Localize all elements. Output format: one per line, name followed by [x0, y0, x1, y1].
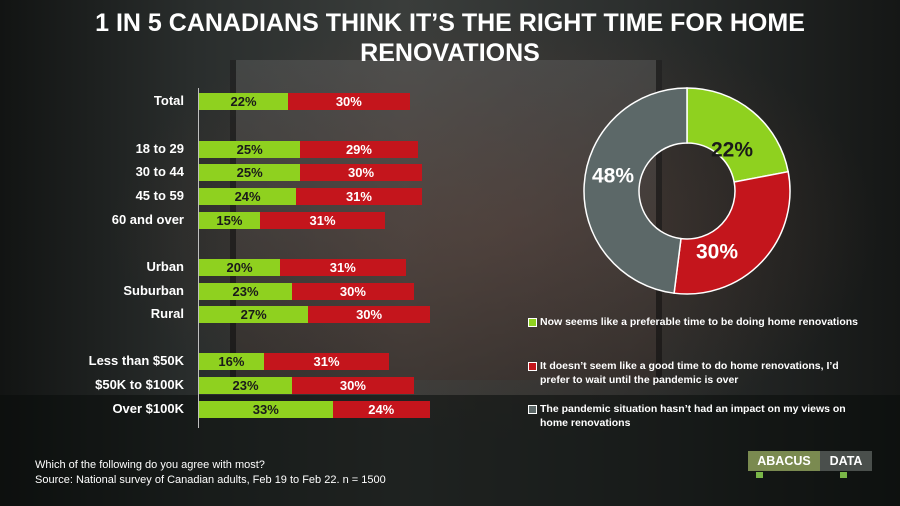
category-label: $50K to $100K — [95, 377, 184, 392]
bar-segment-preferable: 25% — [199, 164, 301, 181]
legend-swatch-grey — [528, 405, 537, 414]
legend-swatch-green — [528, 318, 537, 327]
bar-value-label: 24% — [368, 402, 395, 417]
bar-axis-line — [198, 88, 199, 428]
bar-segment-preferable: 25% — [199, 141, 301, 158]
footnote-source: Source: National survey of Canadian adul… — [35, 474, 386, 486]
bar-value-label: 16% — [218, 354, 245, 369]
category-label: Over $100K — [112, 401, 184, 416]
logo-mark — [756, 472, 763, 478]
category-label: Total — [153, 93, 184, 108]
bar-value-label: 30% — [335, 94, 362, 109]
background-sill — [0, 395, 900, 506]
bar-value-label: 25% — [236, 142, 263, 157]
category-label: Urban — [146, 259, 184, 274]
category-label: 30 to 44 — [135, 164, 184, 179]
bar-value-label: 24% — [234, 189, 261, 204]
bar-segment-wait: 29% — [300, 141, 418, 158]
bar-segment-wait: 31% — [280, 259, 406, 276]
bar-segment-wait: 30% — [292, 377, 414, 394]
bar-value-label: 23% — [232, 378, 259, 393]
category-label: Rural — [150, 306, 184, 321]
bar-segment-wait: 31% — [263, 353, 390, 370]
legend-text: The pandemic situation hasn’t had an imp… — [540, 403, 846, 429]
bar-value-label: 31% — [329, 260, 356, 275]
donut-slice-label: 22% — [711, 139, 753, 162]
donut-chart: 22% 30% 48% — [583, 87, 791, 295]
category-label: Suburban — [123, 283, 184, 298]
bar-value-label: 30% — [356, 307, 383, 322]
bar-value-label: 31% — [313, 354, 340, 369]
bar-segment-wait: 30% — [308, 306, 430, 323]
bar-value-label: 22% — [230, 94, 257, 109]
bar-value-label: 27% — [240, 307, 267, 322]
logo-word-data: DATA — [820, 451, 872, 471]
bar-segment-wait: 30% — [292, 283, 414, 300]
category-label: 60 and over — [111, 212, 184, 227]
bar-segment-preferable: 27% — [199, 306, 309, 323]
category-label: Less than $50K — [88, 353, 184, 368]
legend-swatch-red — [528, 362, 537, 371]
legend-text: Now seems like a preferable time to be d… — [540, 316, 858, 328]
bar-value-label: 33% — [252, 402, 279, 417]
bar-value-label: 29% — [345, 142, 372, 157]
bar-segment-preferable: 23% — [199, 377, 293, 394]
donut-slice-label: 30% — [696, 241, 738, 264]
bar-value-label: 30% — [339, 378, 366, 393]
bar-value-label: 31% — [345, 189, 372, 204]
bar-segment-preferable: 24% — [199, 188, 297, 205]
bar-segment-preferable: 22% — [199, 93, 289, 110]
bar-segment-wait: 31% — [296, 188, 422, 205]
donut-slice — [686, 87, 790, 183]
bar-segment-wait: 31% — [259, 212, 386, 229]
bar-value-label: 15% — [216, 213, 243, 228]
donut-slice-label: 48% — [592, 165, 634, 188]
bar-value-label: 20% — [226, 260, 253, 275]
footnote: Which of the following do you agree with… — [35, 458, 386, 488]
bar-value-label: 25% — [236, 165, 263, 180]
bar-segment-preferable: 20% — [199, 259, 280, 276]
bar-value-label: 31% — [309, 213, 336, 228]
logo-mark — [840, 472, 847, 478]
bar-segment-wait: 30% — [288, 93, 410, 110]
donut-slice — [673, 170, 791, 295]
bar-segment-preferable: 33% — [199, 401, 333, 418]
abacus-data-logo: ABACUS DATA — [748, 451, 872, 479]
chart-title: 1 IN 5 CANADIANS THINK IT’S THE RIGHT TI… — [95, 9, 805, 67]
logo-word-abacus: ABACUS — [748, 451, 820, 471]
bar-segment-preferable: 16% — [199, 353, 264, 370]
bar-segment-preferable: 15% — [199, 212, 260, 229]
category-label: 45 to 59 — [135, 188, 184, 203]
bar-segment-preferable: 23% — [199, 283, 293, 300]
footnote-question: Which of the following do you agree with… — [35, 459, 265, 471]
bar-value-label: 23% — [232, 284, 259, 299]
legend-text: It doesn’t seem like a good time to do h… — [540, 360, 839, 386]
bar-segment-wait: 24% — [332, 401, 430, 418]
bar-value-label: 30% — [347, 165, 375, 180]
category-label: 18 to 29 — [135, 141, 184, 156]
donut-slice — [583, 87, 688, 295]
bar-value-label: 30% — [339, 284, 366, 299]
bar-segment-wait: 30% — [300, 164, 422, 181]
